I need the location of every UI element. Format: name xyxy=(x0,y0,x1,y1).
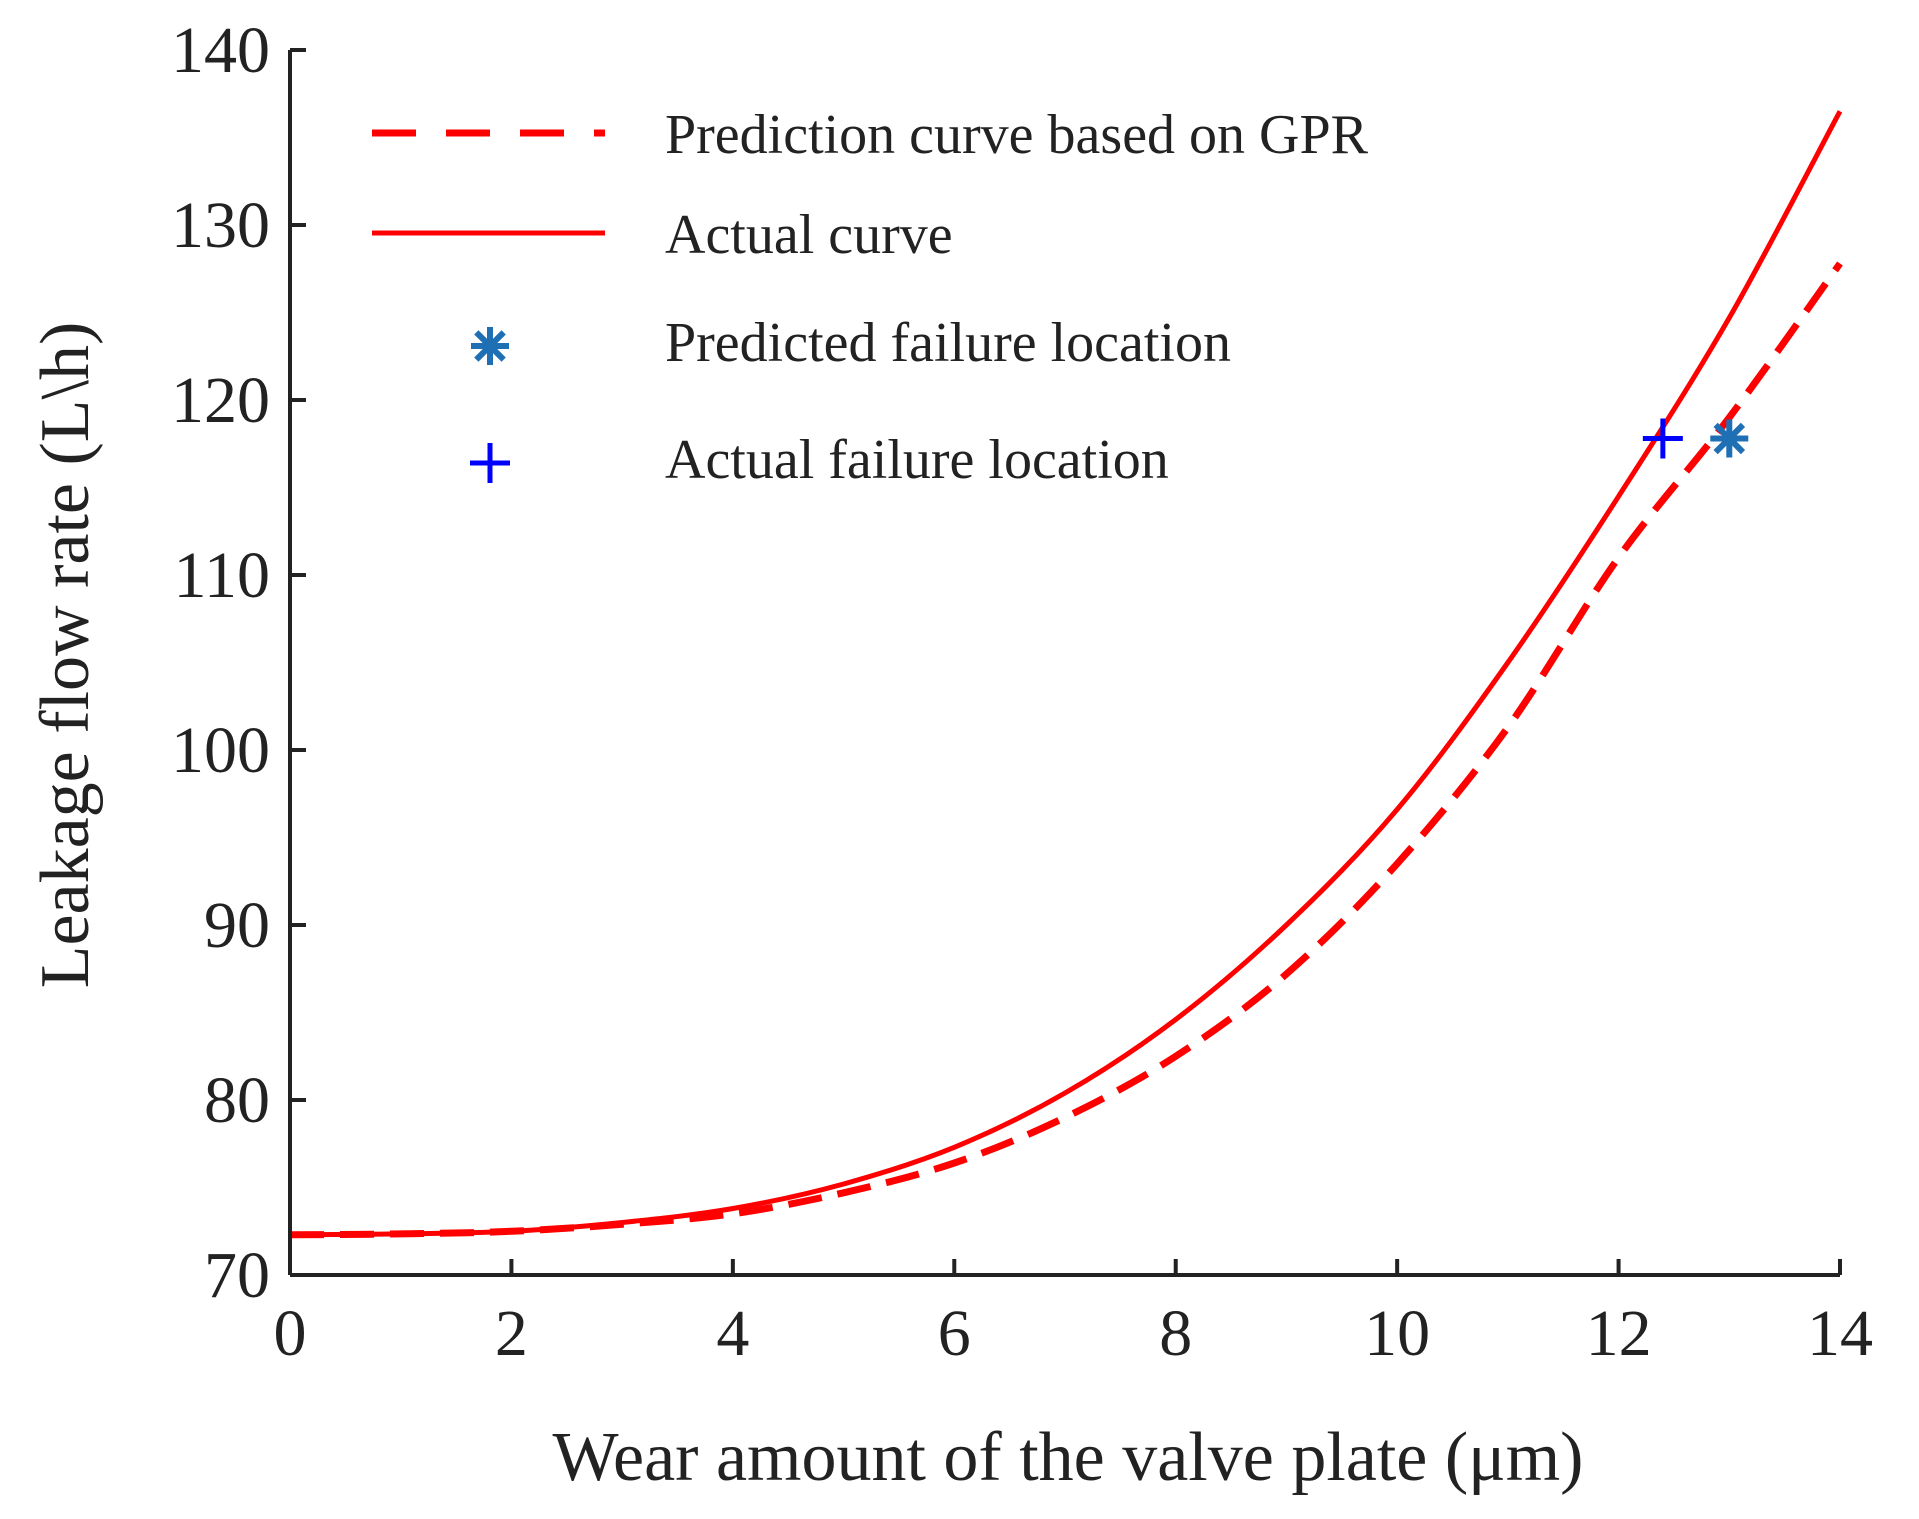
legend-label-prediction-curve-based-on-gpr: Prediction curve based on GPR xyxy=(665,104,1369,166)
y-axis-title: Leakage flow rate (L\h) xyxy=(27,322,104,989)
legend-swatch-predicted-failure-location xyxy=(471,327,509,365)
y-tick-label: 70 xyxy=(204,1239,270,1312)
y-tick-label: 130 xyxy=(171,189,270,262)
plot-area xyxy=(289,110,1843,1239)
y-tick-label: 140 xyxy=(171,14,270,87)
series-point-actual-failure-location xyxy=(1642,418,1683,459)
legend-label-actual-curve: Actual curve xyxy=(665,204,953,266)
x-tick-label: 0 xyxy=(274,1297,307,1370)
legend-label-predicted-failure-location: Predicted failure location xyxy=(665,312,1231,374)
x-tick-label: 10 xyxy=(1364,1297,1430,1370)
legend-swatch-actual-failure-location xyxy=(470,443,510,483)
y-tick-label: 100 xyxy=(171,714,270,787)
axes: 0 2 4 6 8 10 12 14 70 80 90 100 110 120 130 140 xyxy=(171,14,1873,1370)
series-line-actual-curve xyxy=(289,110,1843,1238)
x-tick-label: 6 xyxy=(938,1297,971,1370)
x-tick-label: 12 xyxy=(1586,1297,1652,1370)
x-tick-label: 14 xyxy=(1807,1297,1873,1370)
legend: Prediction curve based on GPR Actual curv… xyxy=(372,104,1369,491)
x-tick-label: 8 xyxy=(1159,1297,1192,1370)
x-axis-title: Wear amount of the valve plate (μm) xyxy=(553,1419,1584,1496)
legend-swatch-predicted-failure-location-stroke-4 xyxy=(474,330,506,362)
legend-item-predicted-failure-location: Predicted failure location xyxy=(471,312,1231,374)
legend-item-actual-failure-location: Actual failure location xyxy=(470,429,1169,491)
x-tick-label: 2 xyxy=(495,1297,528,1370)
y-tick-label: 110 xyxy=(173,539,270,612)
legend-item-actual-curve: Actual curve xyxy=(372,204,953,266)
legend-label-actual-failure-location: Actual failure location xyxy=(665,429,1169,491)
series-point-predicted-failure-location-stroke-4 xyxy=(1713,422,1746,455)
y-tick-label: 80 xyxy=(204,1064,270,1137)
legend-item-prediction-curve-based-on-gpr: Prediction curve based on GPR xyxy=(372,104,1369,166)
y-tick-label: 120 xyxy=(171,364,270,437)
series-point-predicted-failure-location xyxy=(1710,419,1749,458)
x-tick-label: 4 xyxy=(716,1297,749,1370)
y-tick-label: 90 xyxy=(204,889,270,962)
